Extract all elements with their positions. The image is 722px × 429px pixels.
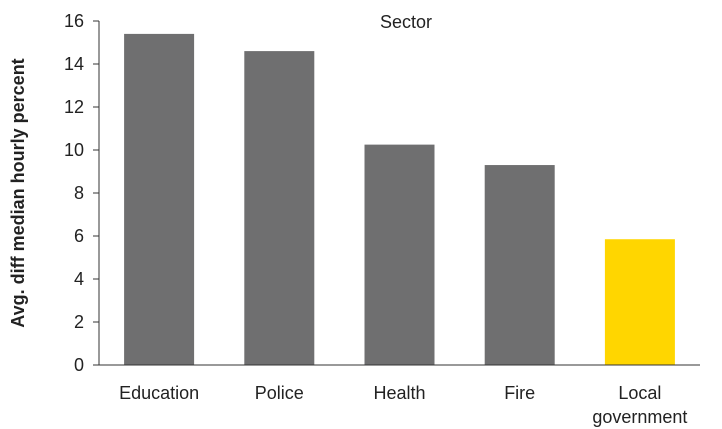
- y-tick-label: 14: [64, 54, 84, 74]
- bar-police: [244, 51, 315, 365]
- y-axis-ticks: 0 2 4 6 8 10 12 14 16: [64, 11, 99, 375]
- x-tick-label: Health: [373, 383, 425, 403]
- bar-fire: [484, 165, 555, 365]
- bar-local-government: [604, 239, 675, 365]
- x-tick-label-line: Education: [119, 383, 199, 403]
- x-tick-label: Fire: [504, 383, 535, 403]
- x-tick-label: Education: [119, 383, 199, 403]
- y-tick-label: 10: [64, 140, 84, 160]
- x-tick-label: Police: [255, 383, 304, 403]
- y-axis-label: Avg. diff median hourly percent: [8, 58, 28, 327]
- y-tick-label: 4: [74, 269, 84, 289]
- x-axis-tick-labels: Education Police Health Fire Local government: [119, 383, 687, 427]
- y-tick-label: 0: [74, 355, 84, 375]
- y-tick-label: 2: [74, 312, 84, 332]
- x-tick-label-line: Local: [618, 383, 661, 403]
- bar-health: [364, 144, 435, 365]
- x-tick-label: Local government: [592, 383, 687, 427]
- y-tick-label: 16: [64, 11, 84, 31]
- x-tick-label-line: Fire: [504, 383, 535, 403]
- x-tick-label-line: Health: [373, 383, 425, 403]
- bar-education: [124, 33, 195, 366]
- x-tick-label-line: government: [592, 407, 687, 427]
- y-tick-label: 6: [74, 226, 84, 246]
- bars-group: [124, 33, 675, 366]
- y-tick-label: 12: [64, 97, 84, 117]
- y-tick-label: 8: [74, 183, 84, 203]
- chart-title: Sector: [380, 12, 432, 32]
- x-tick-label-line: Police: [255, 383, 304, 403]
